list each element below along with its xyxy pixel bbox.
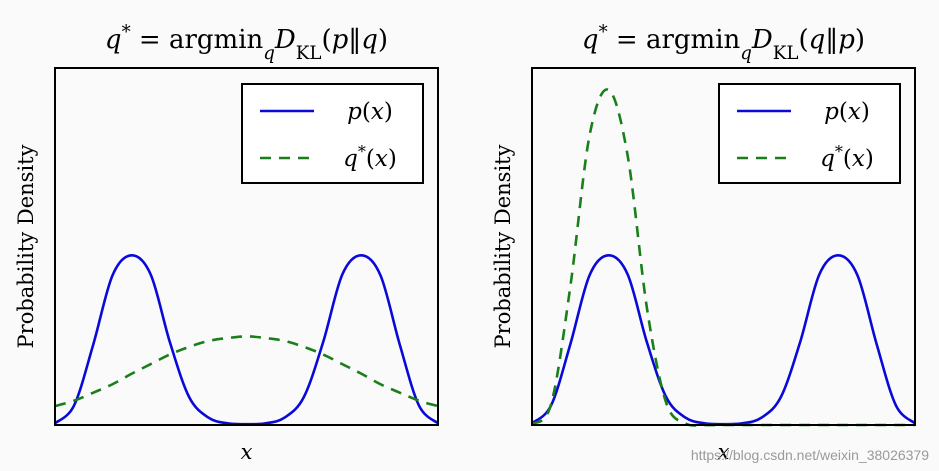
series-line-p xyxy=(531,254,916,426)
series-line-p xyxy=(54,254,439,426)
chart-panel-1: q* = argminqDKL(p‖q) Probability Density x… xyxy=(14,22,439,464)
legend: p(x) q*(x) xyxy=(241,83,424,184)
plot-frame xyxy=(531,67,916,426)
legend-box xyxy=(718,83,901,184)
x-axis-label: x xyxy=(241,440,253,464)
legend-box xyxy=(241,83,424,184)
chart-panel-2: q* = argminqDKL(q‖p) Probability Density x… xyxy=(491,22,916,464)
x-axis-label: x xyxy=(718,440,730,464)
series-line-q xyxy=(54,335,439,408)
legend-label: p(x) xyxy=(824,99,870,125)
legend: p(x) q*(x) xyxy=(718,83,901,184)
y-axis-label: Probability Density xyxy=(14,144,38,348)
legend-label: q*(x) xyxy=(820,142,874,173)
watermark: https://blog.csdn.net/weixin_38026379 xyxy=(690,447,929,463)
y-axis-label: Probability Density xyxy=(491,144,515,348)
legend-label: p(x) xyxy=(347,99,393,125)
chart-title: q* = argminqDKL(p‖q) xyxy=(105,22,388,64)
legend-label: q*(x) xyxy=(343,142,397,173)
plot-frame xyxy=(54,67,439,426)
chart-title: q* = argminqDKL(q‖p) xyxy=(582,22,865,64)
